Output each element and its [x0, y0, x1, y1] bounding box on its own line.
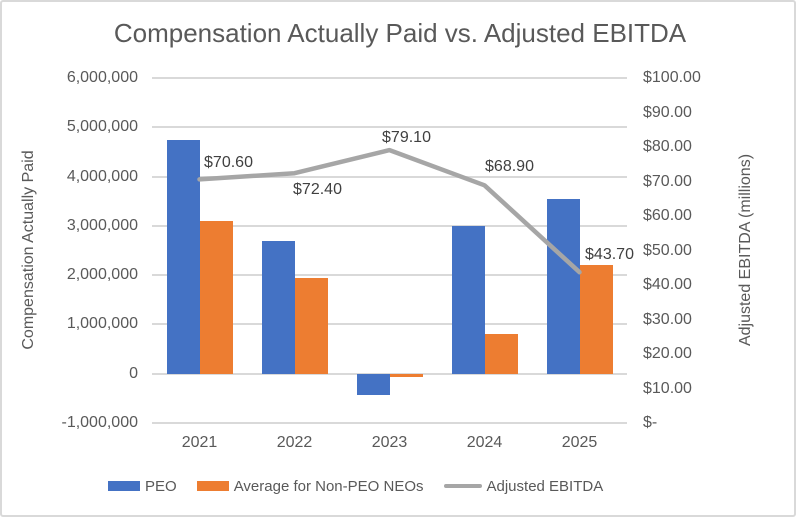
gridline: [152, 224, 627, 227]
x-axis-label-2025: 2025: [561, 434, 598, 451]
bar-non-peo-2022: [294, 277, 328, 374]
right-axis-title: Adjusted EBITDA (millions): [737, 153, 754, 347]
ebitda-line-series: [197, 147, 582, 275]
legend-item-non-peo-neos: Average for Non-PEO NEOs: [196, 477, 424, 495]
right-axis-tick: $40.00: [643, 276, 692, 293]
x-axis-label-2021: 2021: [181, 434, 218, 451]
bar-peo-2024: [451, 225, 485, 374]
left-axis-tick: 1,000,000: [66, 315, 138, 333]
plot-area: [152, 77, 627, 424]
right-axis-tick: $60.00: [643, 207, 692, 224]
ebitda-data-label-2023: $79.10: [382, 129, 431, 147]
x-axis-label-2022: 2022: [276, 434, 313, 451]
gridline: [152, 274, 627, 277]
legend-item-adjusted-ebitda: Adjusted EBITDA: [443, 477, 604, 495]
ebitda-data-label-2022: $72.40: [293, 181, 342, 199]
ebitda-data-label-2025: $43.70: [585, 246, 634, 264]
gridline: [152, 175, 627, 178]
bar-non-peo-2025: [579, 265, 613, 374]
legend: PEO Average for Non-PEO NEOs Adjusted EBIT…: [108, 476, 603, 496]
right-axis-tick: $90.00: [643, 103, 692, 121]
x-axis-label-2024: 2024: [466, 434, 503, 451]
right-axis-tick: $100.00: [643, 69, 701, 86]
legend-label: PEO: [145, 477, 177, 495]
bar-non-peo-2021: [199, 220, 233, 374]
x-axis-label-2023: 2023: [371, 434, 408, 451]
left-axis-tick: 6,000,000: [66, 69, 138, 86]
legend-label: Average for Non-PEO NEOs: [233, 477, 424, 495]
gridline: [152, 422, 627, 424]
right-axis-tick: $50.00: [643, 241, 692, 259]
right-axis-tick: $-: [643, 414, 658, 431]
gridline: [152, 323, 627, 326]
gridline: [152, 126, 627, 129]
gridline: [152, 77, 627, 79]
left-axis-tick: 3,000,000: [66, 216, 138, 234]
left-axis-tick: -1,000,000: [61, 414, 138, 431]
right-axis-tick: $70.00: [643, 172, 692, 190]
right-axis-tick: $30.00: [643, 310, 692, 328]
legend-bar-swatch: [108, 481, 140, 491]
legend-bar-swatch: [196, 481, 229, 491]
right-axis-tick: $10.00: [643, 379, 692, 397]
ebitda-data-label-2024: $68.90: [485, 158, 534, 176]
left-axis-tick: 0: [129, 364, 138, 382]
ebitda-line: [197, 147, 582, 275]
legend-line-swatch: [443, 484, 482, 488]
left-axis-tick: 2,000,000: [66, 266, 138, 284]
left-axis-tick: 4,000,000: [66, 167, 138, 185]
bar-non-peo-2023: [389, 373, 423, 377]
chart-title: Compensation Actually Paid vs. Adjusted …: [113, 18, 687, 48]
legend-label: Adjusted EBITDA: [486, 477, 604, 495]
bar-peo-2025: [546, 198, 580, 374]
bar-peo-2022: [261, 240, 295, 374]
right-axis-tick: $80.00: [643, 138, 692, 155]
bar-peo-2021: [166, 139, 200, 374]
bar-non-peo-2024: [484, 334, 518, 374]
ebitda-data-label-2021: $70.60: [204, 154, 253, 172]
legend-item-peo: PEO: [108, 478, 177, 495]
left-axis-tick: 5,000,000: [66, 118, 138, 136]
right-axis-tick: $20.00: [643, 345, 692, 362]
bar-peo-2023: [356, 373, 390, 395]
